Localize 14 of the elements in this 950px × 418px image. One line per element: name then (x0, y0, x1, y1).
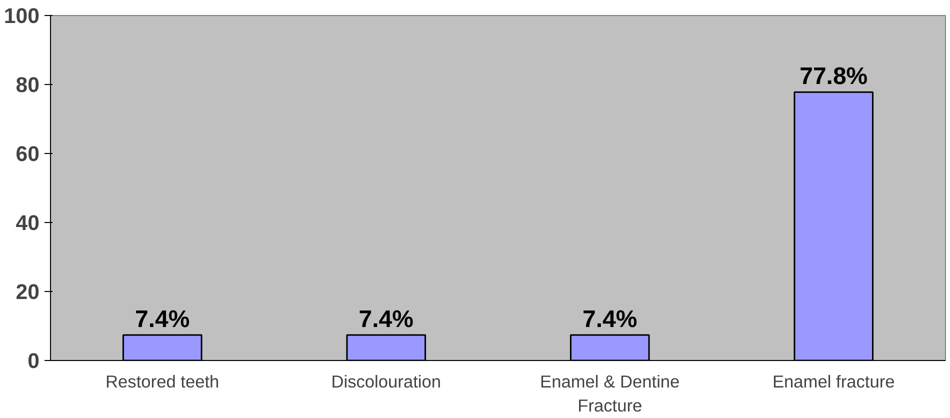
x-tick-label: Enamel & Dentine Fracture (540, 372, 680, 416)
y-tick-label: 100 (4, 4, 40, 28)
data-label: 7.4% (358, 306, 414, 333)
y-tick-label: 20 (16, 280, 40, 304)
y-tick-label: 60 (16, 142, 40, 166)
x-tick-label: Restored teeth (106, 372, 220, 392)
y-tick-label: 80 (16, 73, 40, 97)
data-label: 7.4% (582, 306, 638, 333)
y-tick-label: 0 (28, 349, 40, 373)
data-label: 77.8% (800, 63, 868, 90)
x-tick-label: Enamel fracture (772, 372, 895, 392)
x-tick-label: Discolouration (331, 372, 442, 392)
y-tick-label: 40 (16, 211, 40, 235)
data-label: 7.4% (135, 306, 190, 333)
